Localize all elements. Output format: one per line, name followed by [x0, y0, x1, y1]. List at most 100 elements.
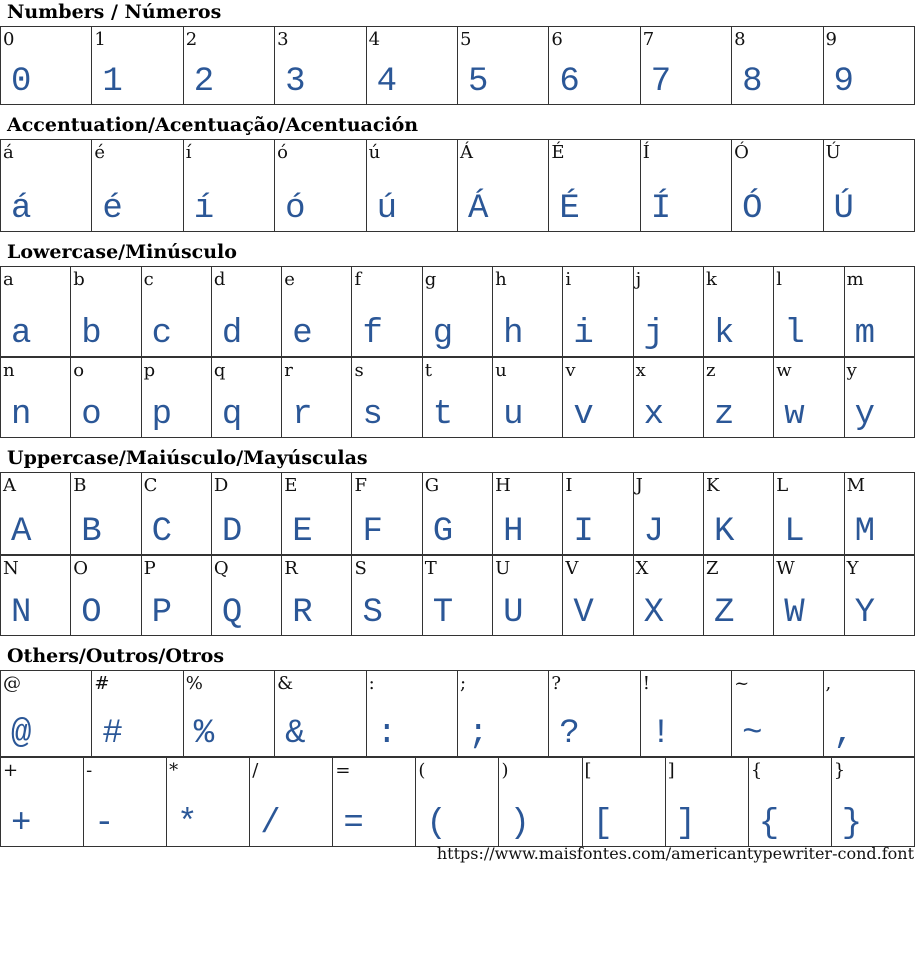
character-glyph: 6 — [559, 63, 580, 101]
character-label: 3 — [277, 29, 289, 50]
character-label: b — [73, 269, 85, 290]
character-glyph: - — [94, 805, 115, 843]
character-glyph: D — [221, 513, 243, 551]
character-label: = — [335, 760, 351, 781]
character-label: T — [424, 558, 437, 579]
character-glyph: 9 — [833, 63, 854, 101]
character-glyph: 2 — [193, 63, 215, 101]
character-label: g — [424, 269, 437, 290]
character-glyph: H — [503, 513, 524, 551]
character-glyph: N — [11, 594, 32, 632]
character-label: y — [846, 360, 857, 381]
character-glyph: { — [758, 805, 780, 843]
character-glyph: : — [376, 715, 397, 753]
source-url: https://www.maisfontes.com/americantypew… — [436, 844, 914, 863]
character-glyph: o — [81, 396, 102, 434]
character-label: B — [73, 475, 87, 496]
character-glyph: g — [432, 315, 454, 353]
glyph-cell: [[ — [581, 757, 666, 847]
character-glyph: K — [713, 513, 735, 551]
character-label: p — [143, 360, 156, 381]
character-label: í — [185, 142, 192, 163]
character-glyph: U — [503, 594, 524, 632]
glyph-grid: @ @ # #%% & &::;;??!! ~ ~,, — [0, 670, 916, 757]
character-label: e — [284, 269, 295, 290]
character-label: W — [776, 558, 795, 579]
character-label: ! — [642, 673, 650, 694]
character-label: Í — [642, 142, 650, 163]
character-glyph: n — [11, 396, 32, 434]
section-title: Others/Outros/Otros — [7, 645, 225, 667]
character-glyph: P — [151, 594, 172, 632]
character-label: ú — [368, 142, 381, 163]
character-glyph: [ — [592, 805, 613, 843]
character-label: C — [143, 475, 158, 496]
character-glyph: ) — [509, 805, 530, 843]
character-glyph: Q — [221, 594, 243, 632]
glyph-cell: # # — [91, 670, 184, 757]
glyph-cell: @ @ — [0, 670, 93, 757]
character-label: u — [495, 360, 507, 381]
character-glyph: É — [559, 190, 580, 228]
character-glyph: Í — [650, 190, 672, 228]
character-glyph: l — [784, 315, 805, 353]
character-label: J — [635, 475, 643, 496]
character-label: 7 — [642, 29, 655, 50]
character-label: , — [825, 673, 832, 694]
glyph-cell: ;; — [456, 670, 550, 757]
glyph-cell: * * — [166, 757, 251, 847]
character-label: i — [565, 269, 572, 290]
character-glyph: p — [151, 396, 172, 434]
character-label: + — [3, 760, 19, 781]
character-label: * — [169, 760, 179, 781]
glyph-cell: !! — [639, 670, 733, 757]
character-label: M — [846, 475, 865, 496]
character-glyph: F — [362, 513, 383, 551]
character-label: 9 — [825, 29, 837, 50]
glyph-cell: {{ — [747, 757, 832, 847]
character-label: Q — [213, 558, 229, 579]
character-label: S — [354, 558, 367, 579]
section-title: Lowercase/Minúsculo — [7, 241, 237, 263]
character-glyph: s — [362, 396, 383, 434]
character-glyph: y — [854, 396, 875, 434]
character-glyph: E — [292, 513, 313, 551]
character-label: & — [277, 673, 294, 694]
character-glyph: + — [11, 805, 32, 843]
character-label: z — [705, 360, 716, 381]
character-glyph: 3 — [285, 63, 306, 101]
character-glyph: B — [81, 513, 102, 551]
character-glyph: k — [713, 315, 735, 353]
character-glyph: S — [362, 594, 383, 632]
character-label: a — [3, 269, 14, 290]
character-label: d — [213, 269, 226, 290]
character-label: m — [846, 269, 864, 290]
glyph-cell: = = — [332, 757, 417, 847]
glyph-cell: :: — [365, 670, 458, 757]
character-label: Ú — [825, 142, 841, 163]
character-label: F — [354, 475, 367, 496]
character-label: H — [495, 475, 511, 496]
glyph-grid: + + - - * * / / = =(())[[]]{{}} — [0, 757, 916, 847]
character-glyph: # — [102, 715, 123, 753]
